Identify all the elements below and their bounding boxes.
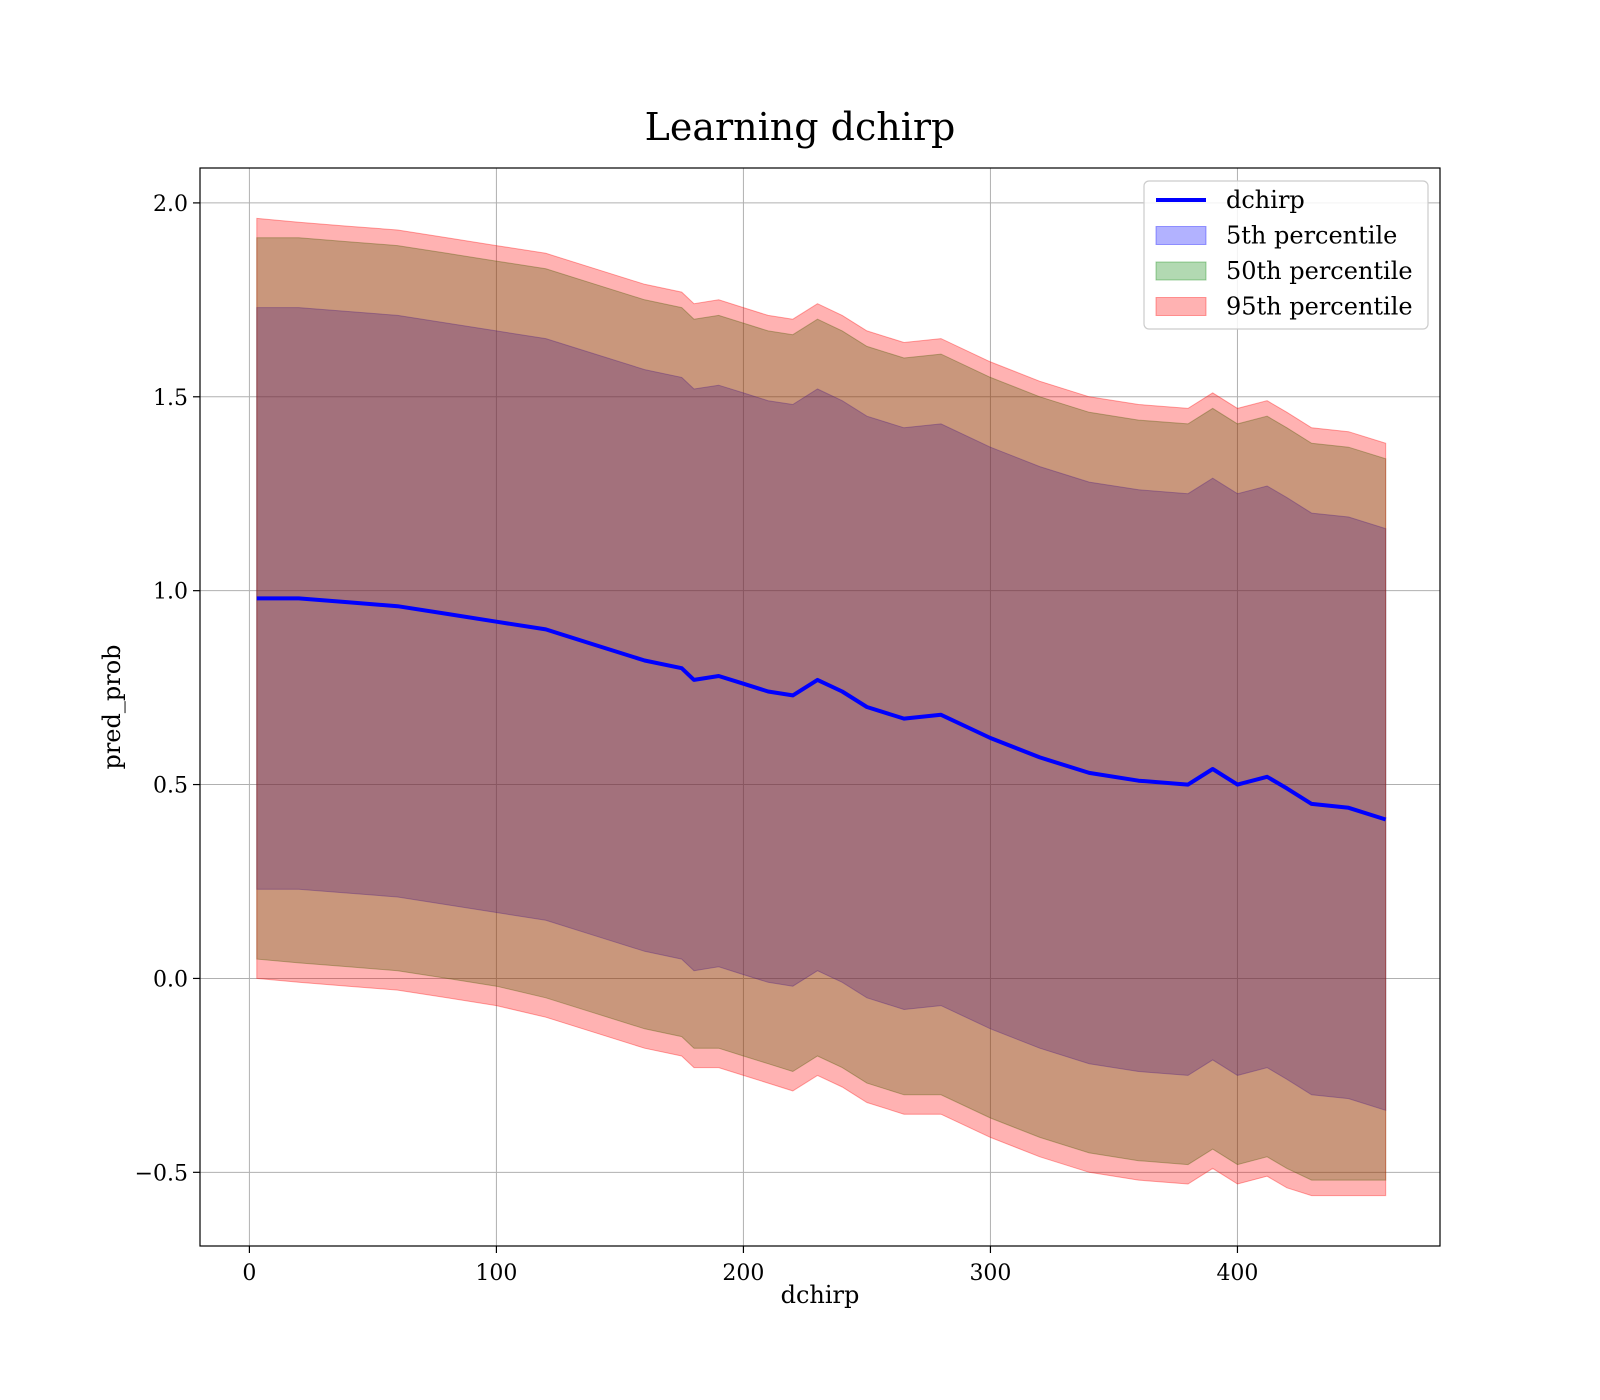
chart-title: Learning dchirp	[645, 105, 956, 149]
band-95th-percentile	[256, 217, 1387, 1197]
bands	[256, 217, 1387, 1197]
y-tick-label: 1.5	[153, 386, 188, 411]
legend-box	[1143, 180, 1429, 330]
legend-label: 5th percentile	[1226, 222, 1397, 250]
x-axis-label: dchirp	[781, 1281, 860, 1309]
y-tick-label: 0.5	[153, 774, 188, 799]
legend-swatch	[1155, 261, 1207, 281]
series-line-dchirp	[256, 596, 1387, 822]
plot-frame	[199, 167, 1441, 1247]
band-50th-percentile	[256, 237, 1387, 1181]
x-tick-label: 0	[242, 1261, 256, 1286]
legend-label: dchirp	[1226, 186, 1305, 214]
legend-swatch	[1155, 226, 1207, 245]
grid	[200, 168, 1440, 1246]
x-tick-label: 400	[1216, 1261, 1258, 1286]
series-lines	[256, 596, 1387, 822]
x-tick-label: 300	[969, 1261, 1011, 1286]
y-tick-label: −0.5	[135, 1161, 188, 1186]
y-tick-label: 2.0	[153, 192, 188, 217]
y-tick-label: 0.0	[153, 967, 188, 992]
band-5th-percentile	[256, 307, 1387, 1111]
legend-label: 50th percentile	[1226, 257, 1413, 285]
ticks: 0 100 200 300 400 −0.5 0.0 0.5 1.0 1.5 2.0	[135, 192, 1259, 1286]
y-axis-label: pred_prob	[98, 644, 126, 769]
y-tick-label: 1.0	[153, 580, 188, 605]
x-tick-label: 200	[722, 1261, 764, 1286]
x-tick-label: 100	[475, 1261, 517, 1286]
legend: dchirp 5th percentile 50th percentile 95th …	[1143, 180, 1429, 330]
legend-label: 95th percentile	[1226, 293, 1413, 321]
legend-swatch	[1155, 297, 1207, 316]
